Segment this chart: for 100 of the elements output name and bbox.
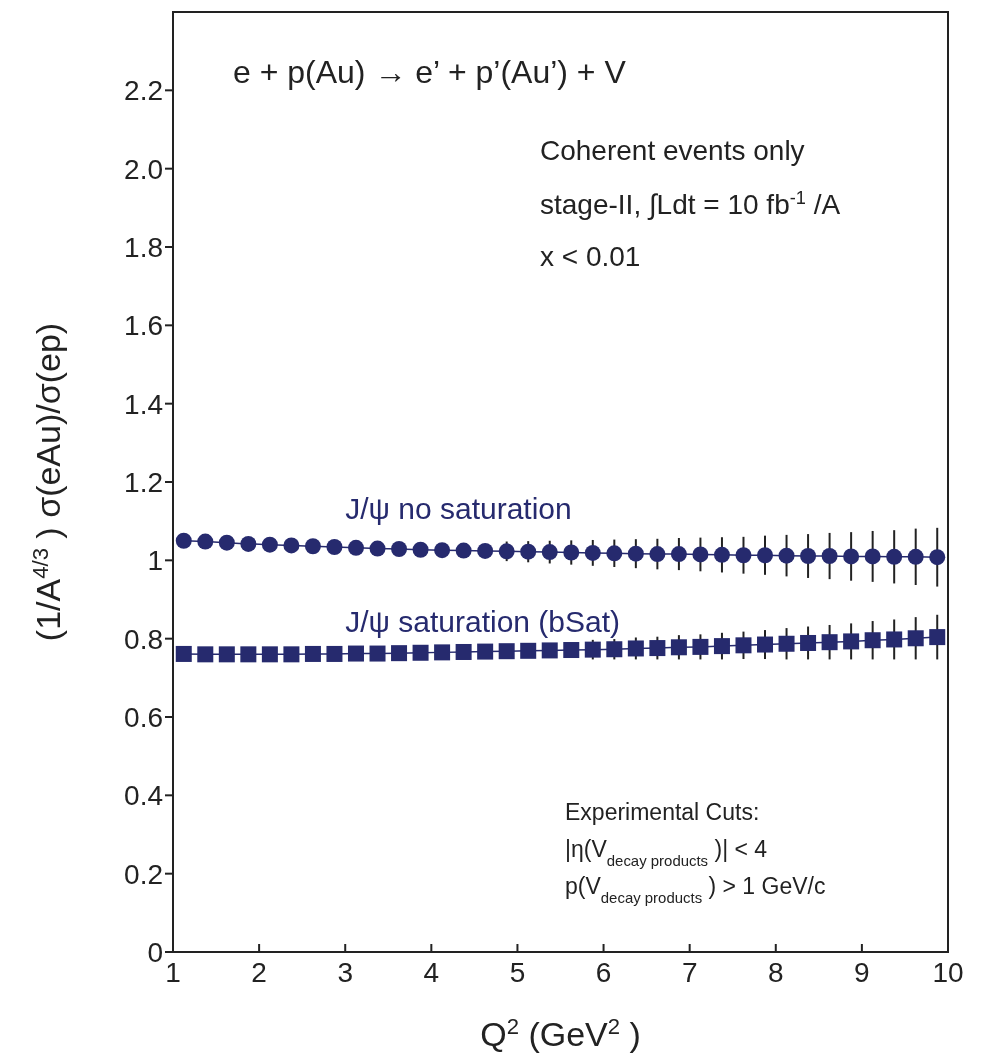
y-tick-label: 0.2 bbox=[124, 858, 163, 890]
point bbox=[864, 548, 881, 565]
point bbox=[886, 548, 903, 565]
point bbox=[455, 542, 472, 559]
annotation: stage-II, ∫Ldt = 10 fb$^{-1}$/A bbox=[540, 188, 841, 220]
point bbox=[778, 547, 795, 564]
point bbox=[649, 546, 666, 563]
point bbox=[369, 540, 386, 557]
point bbox=[197, 533, 214, 550]
point bbox=[455, 643, 472, 660]
point bbox=[541, 544, 558, 561]
point bbox=[412, 541, 429, 558]
point bbox=[563, 544, 580, 561]
point bbox=[907, 548, 924, 565]
y-tick-label: 0 bbox=[147, 936, 163, 968]
point bbox=[670, 639, 687, 656]
x-tick-label: 9 bbox=[854, 956, 870, 988]
y-tick-label: 2.2 bbox=[124, 75, 163, 107]
point bbox=[326, 645, 343, 662]
annotation: p(V$_{decay products}$) > 1 GeV/c bbox=[565, 873, 826, 906]
point bbox=[283, 646, 300, 663]
point bbox=[778, 635, 795, 652]
point bbox=[326, 539, 343, 556]
point bbox=[757, 547, 774, 564]
y-tick-label: 0.6 bbox=[124, 701, 163, 733]
point bbox=[907, 630, 924, 647]
series-label: J/ψ saturation (bSat) bbox=[345, 604, 621, 638]
y-tick-label: 1.6 bbox=[124, 310, 163, 342]
point bbox=[283, 537, 300, 554]
point bbox=[347, 645, 364, 662]
point bbox=[197, 646, 214, 663]
x-tick-label: 7 bbox=[681, 956, 698, 988]
point bbox=[627, 545, 644, 562]
point bbox=[391, 540, 408, 557]
annotation: e + p(Au) → e’ + p’(Au’) + V bbox=[233, 54, 627, 90]
point bbox=[757, 636, 774, 653]
point bbox=[498, 643, 515, 660]
x-tick-label: 6 bbox=[595, 956, 612, 988]
x-tick-label: 5 bbox=[509, 956, 526, 988]
x-tick-label: 4 bbox=[423, 956, 440, 988]
point bbox=[541, 642, 558, 659]
point bbox=[735, 547, 752, 564]
point bbox=[713, 638, 730, 655]
x-tick-label: 3 bbox=[337, 956, 354, 988]
point bbox=[175, 532, 192, 549]
series-label: J/ψ no saturation bbox=[345, 491, 572, 525]
point bbox=[584, 544, 601, 561]
point bbox=[520, 642, 537, 659]
point bbox=[520, 543, 537, 560]
point bbox=[627, 640, 644, 657]
point bbox=[304, 538, 321, 555]
point bbox=[412, 644, 429, 661]
y-tick-label: 0.8 bbox=[124, 623, 163, 655]
annotation: Experimental Cuts: bbox=[565, 799, 760, 825]
point bbox=[735, 637, 752, 654]
point bbox=[240, 646, 257, 663]
point bbox=[369, 645, 386, 662]
y-tick-label: 1 bbox=[147, 545, 163, 577]
point bbox=[218, 646, 235, 663]
point bbox=[929, 549, 946, 566]
point bbox=[864, 632, 881, 649]
point bbox=[434, 542, 451, 559]
x-tick-label: 2 bbox=[251, 956, 267, 988]
point bbox=[670, 546, 687, 563]
annotation: Coherent events only bbox=[540, 135, 805, 166]
point bbox=[261, 536, 278, 553]
point bbox=[606, 641, 623, 658]
x-tick-label: 10 bbox=[932, 956, 964, 988]
point bbox=[175, 645, 192, 662]
point bbox=[843, 548, 860, 565]
y-tick-label: 0.4 bbox=[124, 780, 163, 812]
point bbox=[498, 543, 515, 560]
point bbox=[821, 634, 838, 651]
y-tick-label: 1.4 bbox=[124, 388, 163, 420]
point bbox=[240, 535, 257, 552]
y-tick-label: 1.2 bbox=[124, 466, 163, 498]
point bbox=[713, 546, 730, 563]
point bbox=[391, 645, 408, 662]
x-tick-label: 8 bbox=[767, 956, 784, 988]
annotation: x < 0.01 bbox=[540, 241, 641, 272]
point bbox=[929, 629, 946, 646]
point bbox=[821, 548, 838, 565]
point bbox=[434, 644, 451, 661]
point bbox=[606, 545, 623, 562]
point bbox=[347, 539, 364, 556]
point bbox=[843, 633, 860, 650]
point bbox=[584, 641, 601, 658]
point bbox=[800, 548, 817, 565]
point bbox=[563, 642, 580, 659]
x-axis-title: Q$^{2}$ (GeV$^{2}$) bbox=[480, 1013, 641, 1053]
point bbox=[477, 643, 494, 660]
point bbox=[261, 646, 278, 663]
point bbox=[218, 534, 235, 551]
point bbox=[692, 546, 709, 563]
annotation: |η(V$_{decay products}$)| < 4 bbox=[565, 836, 768, 869]
point bbox=[800, 634, 817, 651]
point bbox=[692, 638, 709, 655]
y-tick-label: 2.0 bbox=[124, 153, 163, 185]
point bbox=[649, 640, 666, 657]
point bbox=[886, 631, 903, 648]
